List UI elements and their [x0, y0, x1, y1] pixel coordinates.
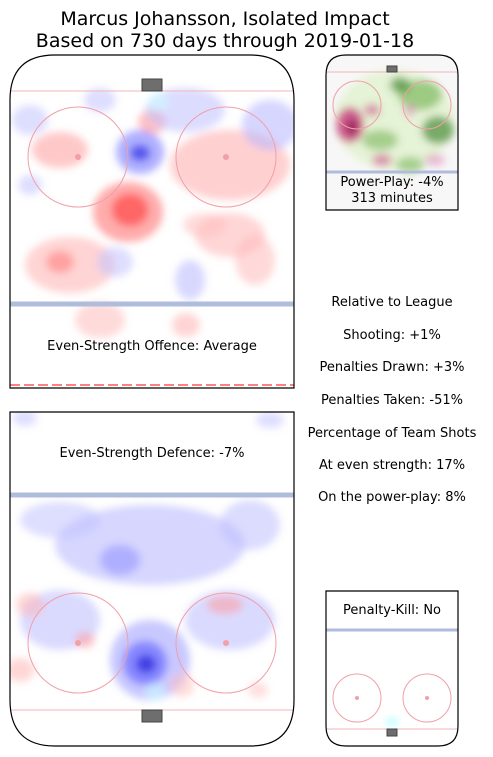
chart-title-line1: Marcus Johansson, Isolated Impact: [60, 8, 390, 30]
shooting-stat: Shooting: +1%: [343, 328, 441, 343]
penaltykill-label: Penalty-Kill: No: [343, 603, 441, 618]
defence-rink: [9, 411, 295, 747]
powerplay-heat: [326, 55, 458, 210]
powerplay-rink: [325, 54, 459, 211]
power-play-shots-stat: On the power-play: 8%: [318, 490, 466, 505]
penalties-drawn-stat: Penalties Drawn: +3%: [319, 360, 465, 375]
powerplay-label-line2: 313 minutes: [351, 191, 433, 206]
penaltykill-heat: [385, 717, 399, 727]
team-shots-heading: Percentage of Team Shots: [307, 426, 477, 441]
penalties-taken-stat: Penalties Taken: -51%: [321, 393, 463, 408]
offence-rink: [9, 54, 295, 389]
even-strength-shots-stat: At even strength: 17%: [318, 458, 466, 473]
offence-label: Even-Strength Offence: Average: [47, 339, 257, 354]
penaltykill-rink: [325, 590, 459, 747]
offence-heat: [12, 88, 294, 338]
defence-heat: [10, 412, 284, 700]
chart-title-line2: Based on 730 days through 2019-01-18: [35, 30, 415, 52]
relative-to-league-heading: Relative to League: [331, 295, 453, 310]
powerplay-label-line1: Power-Play: -4%: [340, 175, 444, 190]
defence-label: Even-Strength Defence: -7%: [59, 446, 245, 461]
